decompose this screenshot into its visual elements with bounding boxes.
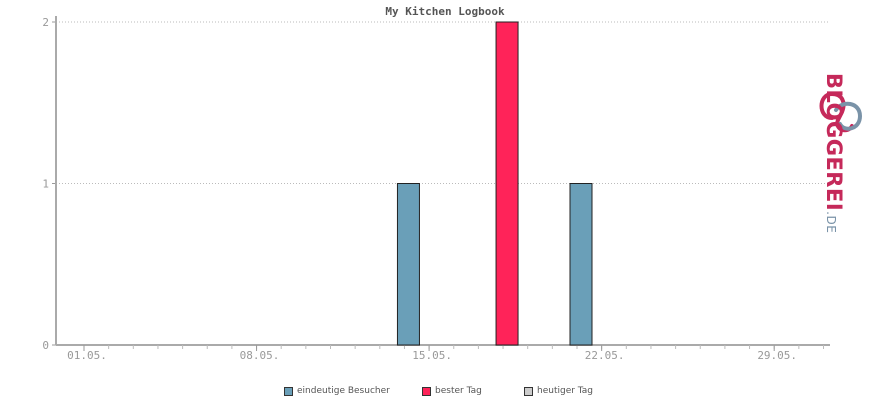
logo-tld: .DE [824, 211, 838, 234]
x-tick-label: 01.05. [67, 349, 107, 362]
legend-swatch-unique-visitors [284, 386, 293, 396]
y-tick-label: 0 [42, 339, 49, 352]
x-tick-label: 15.05. [412, 349, 452, 362]
legend-swatch-best-day [422, 386, 431, 396]
legend-item-unique-visitors: eindeutige Besucher [284, 386, 390, 396]
legend-swatch-today [524, 386, 533, 396]
bloggerei-logo-text: BLOGGEREI.DE [822, 73, 846, 233]
legend: eindeutige Besucher bester Tag heutiger … [0, 386, 870, 400]
legend-item-today: heutiger Tag [524, 386, 593, 396]
x-tick-label: 29.05. [757, 349, 797, 362]
x-tick-label: 08.05. [240, 349, 280, 362]
y-tick-label: 2 [42, 16, 49, 29]
bar [495, 21, 519, 346]
bar-chart: 0 1 2 01.05. 08.05. 15.05. 22.05. 29.05. [42, 16, 830, 362]
legend-label-best-day: bester Tag [435, 386, 482, 396]
logo-name: BLOGGEREI [822, 73, 846, 212]
x-tick-label: 22.05. [585, 349, 625, 362]
legend-label-today: heutiger Tag [537, 386, 594, 396]
y-tick-label: 1 [42, 178, 49, 191]
chart-title: My Kitchen Logbook [385, 5, 505, 18]
legend-label-unique-visitors: eindeutige Besucher [297, 386, 390, 396]
legend-item-best-day: bester Tag [422, 386, 482, 396]
bloggerei-logo-icon [819, 91, 863, 133]
bar [396, 183, 420, 346]
bar [569, 183, 593, 346]
